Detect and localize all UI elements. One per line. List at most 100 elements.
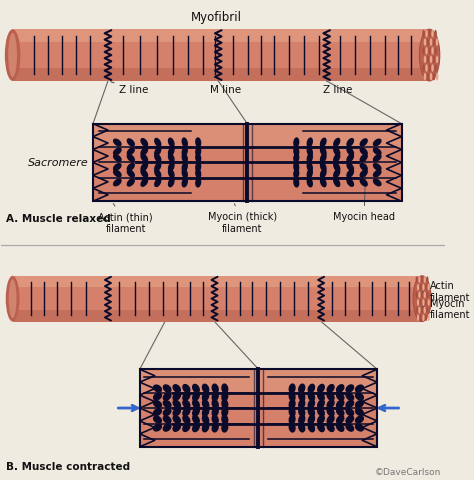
- Ellipse shape: [212, 384, 218, 393]
- Ellipse shape: [422, 300, 425, 306]
- Ellipse shape: [164, 408, 171, 416]
- Ellipse shape: [222, 400, 228, 408]
- Ellipse shape: [318, 416, 324, 424]
- Ellipse shape: [222, 415, 228, 424]
- Ellipse shape: [346, 401, 354, 408]
- Ellipse shape: [212, 392, 218, 401]
- Ellipse shape: [183, 424, 190, 432]
- Bar: [93, 124, 401, 202]
- Ellipse shape: [164, 393, 171, 400]
- Ellipse shape: [318, 408, 324, 416]
- Ellipse shape: [422, 48, 425, 55]
- Ellipse shape: [360, 148, 367, 156]
- Ellipse shape: [289, 392, 295, 401]
- Ellipse shape: [196, 154, 201, 163]
- Ellipse shape: [434, 65, 437, 72]
- Ellipse shape: [9, 280, 17, 318]
- Text: ©DaveCarlson: ©DaveCarlson: [374, 467, 441, 476]
- Ellipse shape: [327, 400, 334, 408]
- Ellipse shape: [334, 164, 340, 172]
- Ellipse shape: [428, 65, 431, 72]
- Ellipse shape: [428, 300, 430, 306]
- Ellipse shape: [196, 179, 201, 188]
- Ellipse shape: [425, 48, 428, 55]
- Ellipse shape: [193, 416, 199, 424]
- Ellipse shape: [308, 393, 314, 401]
- Ellipse shape: [356, 409, 364, 416]
- Ellipse shape: [307, 139, 312, 147]
- Ellipse shape: [222, 392, 228, 401]
- Ellipse shape: [422, 65, 425, 72]
- Ellipse shape: [360, 155, 367, 162]
- Ellipse shape: [436, 73, 438, 81]
- Ellipse shape: [428, 315, 430, 322]
- Ellipse shape: [337, 424, 344, 432]
- Ellipse shape: [141, 148, 147, 156]
- Ellipse shape: [173, 385, 180, 393]
- Ellipse shape: [182, 170, 187, 179]
- Ellipse shape: [173, 416, 180, 423]
- Ellipse shape: [433, 57, 435, 64]
- Ellipse shape: [154, 401, 162, 408]
- Ellipse shape: [356, 393, 364, 400]
- Ellipse shape: [424, 39, 426, 47]
- Ellipse shape: [307, 179, 312, 187]
- Ellipse shape: [114, 180, 121, 186]
- Ellipse shape: [154, 424, 162, 431]
- Ellipse shape: [202, 393, 209, 401]
- Text: Z line: Z line: [110, 83, 149, 95]
- Ellipse shape: [193, 408, 199, 416]
- Ellipse shape: [425, 300, 427, 306]
- Ellipse shape: [431, 31, 434, 38]
- Ellipse shape: [425, 315, 427, 322]
- Ellipse shape: [430, 57, 432, 64]
- Ellipse shape: [334, 170, 340, 178]
- Ellipse shape: [169, 170, 174, 179]
- Ellipse shape: [356, 424, 364, 431]
- Ellipse shape: [426, 276, 428, 283]
- Ellipse shape: [334, 179, 340, 187]
- Ellipse shape: [289, 400, 295, 408]
- Ellipse shape: [5, 30, 20, 82]
- Ellipse shape: [337, 400, 344, 408]
- Ellipse shape: [360, 140, 367, 147]
- Text: M line: M line: [210, 82, 241, 95]
- Ellipse shape: [418, 276, 420, 283]
- Ellipse shape: [374, 149, 381, 156]
- Bar: [13, 276, 422, 322]
- Ellipse shape: [337, 408, 344, 416]
- Ellipse shape: [425, 65, 428, 72]
- Ellipse shape: [169, 148, 174, 156]
- Ellipse shape: [128, 180, 134, 187]
- Ellipse shape: [183, 416, 190, 424]
- Ellipse shape: [202, 416, 209, 424]
- Ellipse shape: [334, 155, 340, 163]
- Ellipse shape: [430, 73, 432, 81]
- Ellipse shape: [360, 164, 367, 171]
- Ellipse shape: [418, 307, 420, 314]
- Ellipse shape: [193, 423, 199, 432]
- Ellipse shape: [169, 179, 174, 187]
- Ellipse shape: [426, 307, 428, 314]
- Ellipse shape: [307, 170, 312, 179]
- Ellipse shape: [346, 416, 354, 423]
- Ellipse shape: [289, 384, 295, 393]
- Ellipse shape: [426, 292, 428, 299]
- Ellipse shape: [182, 179, 187, 187]
- Ellipse shape: [347, 164, 354, 171]
- Ellipse shape: [114, 156, 121, 162]
- Ellipse shape: [193, 393, 199, 401]
- Ellipse shape: [289, 408, 295, 417]
- Ellipse shape: [202, 400, 209, 408]
- Ellipse shape: [164, 401, 171, 408]
- Bar: [13, 69, 429, 82]
- Ellipse shape: [141, 179, 147, 187]
- Ellipse shape: [346, 424, 354, 431]
- Ellipse shape: [299, 392, 305, 401]
- Ellipse shape: [374, 156, 381, 162]
- Ellipse shape: [154, 393, 162, 400]
- Ellipse shape: [155, 148, 161, 156]
- Ellipse shape: [334, 148, 340, 156]
- Ellipse shape: [320, 155, 326, 163]
- Bar: [13, 30, 429, 82]
